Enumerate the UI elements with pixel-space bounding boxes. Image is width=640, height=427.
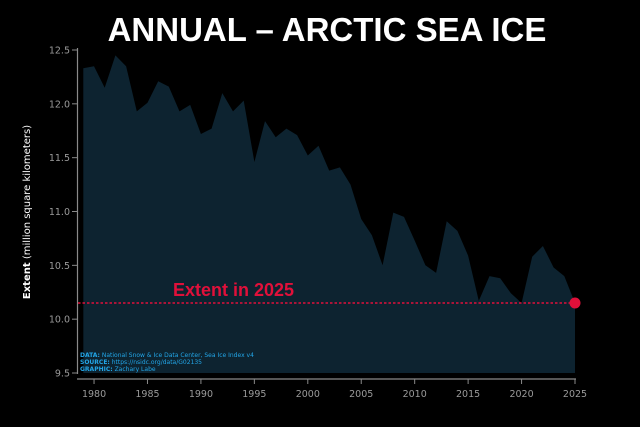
y-axis-label: Extent (million square kilometers)	[22, 125, 33, 299]
y-tick-label: 9.5	[55, 369, 70, 380]
credit-key: DATA:	[80, 352, 100, 359]
credit-line: SOURCE: https://nsidc.org/data/G02135	[80, 359, 202, 366]
credit-text: Zachary Labe	[113, 366, 156, 373]
credit-line: GRAPHIC: Zachary Labe	[80, 366, 156, 373]
chart-title: ANNUAL – ARCTIC SEA ICE	[108, 11, 547, 48]
y-tick-label: 10.0	[49, 315, 70, 326]
y-tick-label: 10.5	[49, 261, 70, 272]
y-tick-label: 11.5	[49, 153, 70, 164]
x-tick-label: 1980	[82, 389, 106, 400]
y-tick-label: 12.5	[49, 46, 70, 57]
plot-area	[83, 55, 576, 374]
credits: DATA: National Snow & Ice Data Center, S…	[80, 352, 254, 373]
x-tick-label: 2010	[403, 389, 427, 400]
ice-extent-area	[83, 55, 576, 374]
credit-line: DATA: National Snow & Ice Data Center, S…	[80, 352, 254, 359]
y-axis-label-rest: (million square kilometers)	[22, 125, 33, 263]
credit-text: National Snow & Ice Data Center, Sea Ice…	[100, 352, 254, 359]
credit-key: SOURCE:	[80, 359, 110, 366]
x-tick-label: 2000	[296, 389, 320, 400]
axes: 9.5 10.0 10.5 11.0 11.5 12.0 12.5 1980 1985 1990 1…	[49, 46, 587, 401]
x-tick-label: 2015	[456, 389, 480, 400]
x-tick-label: 2025	[563, 389, 587, 400]
x-tick-label: 1990	[189, 389, 213, 400]
x-tick-label: 2005	[349, 389, 373, 400]
y-axis-label-bold: Extent	[22, 262, 33, 299]
y-tick-label: 12.0	[49, 99, 70, 110]
credit-key: GRAPHIC:	[80, 366, 113, 373]
extent-2025-point	[569, 297, 581, 309]
annotation-layer: Extent in 2025	[78, 280, 581, 309]
x-tick-label: 1995	[242, 389, 266, 400]
credit-text: https://nsidc.org/data/G02135	[110, 359, 202, 366]
extent-2025-label: Extent in 2025	[173, 280, 294, 300]
y-tick-label: 11.0	[49, 207, 70, 218]
x-tick-label: 1985	[135, 389, 159, 400]
x-tick-label: 2020	[509, 389, 533, 400]
